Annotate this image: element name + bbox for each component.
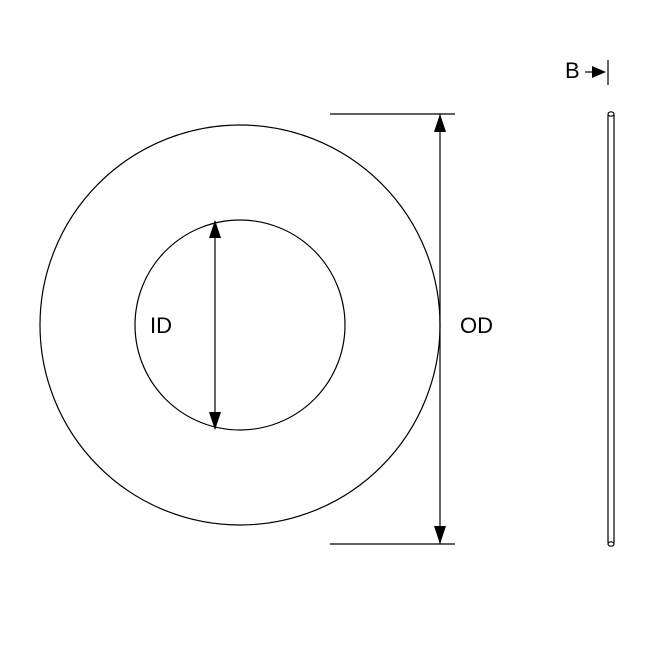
b-dimension: B (565, 58, 608, 85)
id-dimension: ID (150, 220, 221, 430)
washer-outer-circle (40, 125, 440, 525)
id-label: ID (150, 313, 172, 338)
b-label: B (565, 58, 580, 83)
side-profile (608, 112, 614, 546)
od-dimension: OD (330, 114, 493, 544)
od-label: OD (460, 313, 493, 338)
